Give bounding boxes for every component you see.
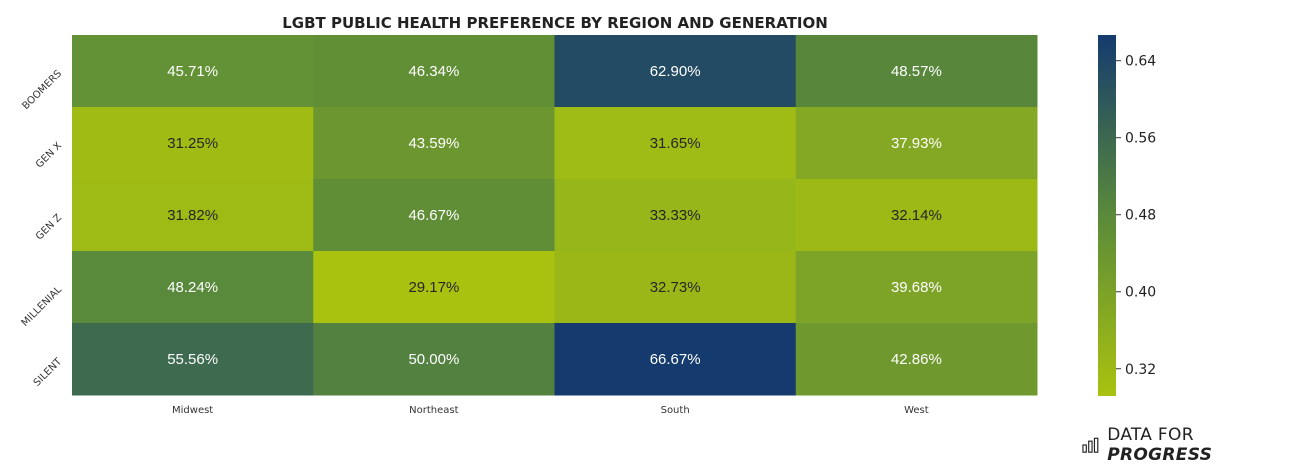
cell-value-label: 48.24% bbox=[167, 279, 218, 296]
colorbar-tick-label: 0.48 bbox=[1125, 208, 1156, 224]
heatmap-cell bbox=[554, 323, 797, 396]
colorbar-tick-label: 0.64 bbox=[1125, 54, 1156, 70]
heatmap-cell bbox=[72, 107, 314, 180]
heatmap-cell bbox=[554, 107, 797, 180]
heatmap-cell bbox=[795, 35, 1038, 108]
heatmap-cell bbox=[554, 35, 797, 108]
heatmap-cell bbox=[795, 323, 1038, 396]
cell-value-label: 32.73% bbox=[650, 279, 701, 296]
heatmap-cell bbox=[795, 179, 1038, 252]
cell-value-label: 55.56% bbox=[167, 351, 218, 368]
x-tick-label: Northeast bbox=[409, 405, 458, 416]
x-axis-ticks: Midwest Northeast South West bbox=[172, 405, 929, 416]
heatmap-cell bbox=[795, 107, 1038, 180]
y-tick-label: SILENT bbox=[32, 356, 65, 389]
heatmap-cell bbox=[313, 35, 555, 108]
brand-logo: DATA FOR PROGRESS bbox=[1082, 425, 1296, 465]
cell-value-label: 46.34% bbox=[408, 63, 459, 80]
heatmap-cells: 45.71% 46.34% 62.90% 48.57% 31.25% 43.59% 31.6… bbox=[72, 35, 1038, 396]
y-tick-label: GEN Z bbox=[34, 212, 64, 242]
cell-value-label: 42.86% bbox=[891, 351, 942, 368]
heatmap-cell bbox=[313, 323, 555, 396]
cell-value-label: 32.14% bbox=[891, 207, 942, 224]
heatmap-cell bbox=[72, 35, 314, 108]
heatmap-cell bbox=[72, 251, 314, 324]
heatmap-cell bbox=[72, 179, 314, 252]
colorbar-tick-label: 0.40 bbox=[1125, 285, 1156, 301]
x-tick-label: West bbox=[904, 405, 929, 416]
cell-value-label: 31.82% bbox=[167, 207, 218, 224]
colorbar-tick-label: 0.32 bbox=[1125, 362, 1156, 378]
colorbar bbox=[1098, 35, 1116, 396]
colorbar-tick-label: 0.56 bbox=[1125, 131, 1156, 147]
colorbar-ticks: 0.64 0.56 0.48 0.40 0.32 bbox=[1116, 54, 1156, 378]
heatmap-cell bbox=[313, 107, 555, 180]
cell-value-label: 62.90% bbox=[650, 63, 701, 80]
cell-value-label: 43.59% bbox=[408, 135, 459, 152]
cell-value-label: 39.68% bbox=[891, 279, 942, 296]
x-tick-label: Midwest bbox=[172, 405, 213, 416]
heatmap-cell bbox=[72, 323, 314, 396]
y-axis-ticks: BOOMERS GEN X GEN Z MILLENIAL SILENT bbox=[20, 68, 65, 388]
y-tick-label: MILLENIAL bbox=[20, 284, 65, 329]
cell-value-label: 37.93% bbox=[891, 135, 942, 152]
x-tick-label: South bbox=[661, 405, 690, 416]
heatmap-cell bbox=[554, 251, 797, 324]
heatmap-cell bbox=[313, 179, 555, 252]
heatmap-cell bbox=[313, 251, 555, 324]
heatmap-cell bbox=[795, 251, 1038, 324]
cell-value-label: 29.17% bbox=[408, 279, 459, 296]
brand-prefix: DATA FOR bbox=[1107, 425, 1194, 445]
cell-value-label: 31.25% bbox=[167, 135, 218, 152]
cell-value-label: 48.57% bbox=[891, 63, 942, 80]
cell-value-label: 33.33% bbox=[650, 207, 701, 224]
cell-value-label: 66.67% bbox=[650, 351, 701, 368]
bar-chart-icon bbox=[1082, 437, 1099, 453]
cell-value-label: 46.67% bbox=[408, 207, 459, 224]
heatmap-cell bbox=[554, 179, 797, 252]
y-tick-label: BOOMERS bbox=[21, 68, 65, 112]
y-tick-label: GEN X bbox=[34, 140, 64, 170]
chart-title: LGBT PUBLIC HEALTH PREFERENCE BY REGION … bbox=[282, 14, 828, 32]
cell-value-label: 45.71% bbox=[167, 63, 218, 80]
cell-value-label: 31.65% bbox=[650, 135, 701, 152]
brand-text: DATA FOR PROGRESS bbox=[1107, 425, 1296, 465]
cell-value-label: 50.00% bbox=[408, 351, 459, 368]
brand-emphasis: PROGRESS bbox=[1107, 445, 1213, 465]
